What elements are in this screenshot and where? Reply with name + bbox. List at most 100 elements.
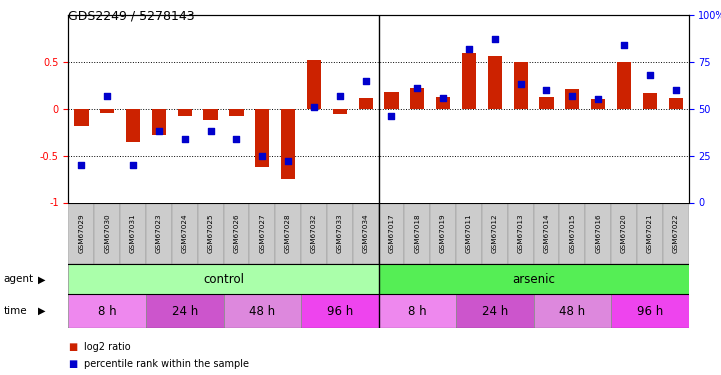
FancyBboxPatch shape: [68, 202, 94, 264]
FancyBboxPatch shape: [68, 294, 146, 328]
FancyBboxPatch shape: [198, 202, 224, 264]
FancyBboxPatch shape: [68, 264, 379, 294]
Point: [593, 96, 604, 102]
Text: agent: agent: [4, 274, 34, 284]
FancyBboxPatch shape: [120, 202, 146, 264]
FancyBboxPatch shape: [456, 202, 482, 264]
FancyBboxPatch shape: [663, 202, 689, 264]
Bar: [668, 98, 683, 109]
Bar: [617, 62, 631, 109]
Point: [231, 136, 242, 142]
FancyBboxPatch shape: [430, 202, 456, 264]
FancyBboxPatch shape: [353, 202, 379, 264]
Point: [412, 85, 423, 91]
Text: 8 h: 8 h: [408, 305, 427, 318]
Text: GSM67017: GSM67017: [389, 214, 394, 253]
Text: GSM67012: GSM67012: [492, 214, 497, 253]
FancyBboxPatch shape: [301, 202, 327, 264]
Bar: [539, 97, 554, 109]
Bar: [332, 109, 347, 114]
Text: 48 h: 48 h: [249, 305, 275, 318]
Text: GSM67011: GSM67011: [466, 214, 472, 253]
Point: [153, 128, 164, 134]
Text: GSM67021: GSM67021: [647, 214, 653, 253]
FancyBboxPatch shape: [224, 294, 301, 328]
FancyBboxPatch shape: [534, 202, 559, 264]
Bar: [642, 93, 657, 109]
Text: GSM67028: GSM67028: [285, 214, 291, 253]
Text: GSM67027: GSM67027: [260, 214, 265, 253]
Text: arsenic: arsenic: [512, 273, 555, 286]
Point: [205, 128, 216, 134]
FancyBboxPatch shape: [327, 202, 353, 264]
Text: 48 h: 48 h: [559, 305, 585, 318]
FancyBboxPatch shape: [379, 294, 456, 328]
Point: [179, 136, 190, 142]
FancyBboxPatch shape: [146, 294, 224, 328]
FancyBboxPatch shape: [534, 294, 611, 328]
Bar: [436, 97, 450, 109]
FancyBboxPatch shape: [404, 202, 430, 264]
Text: GSM67026: GSM67026: [234, 214, 239, 253]
Bar: [229, 109, 244, 116]
Point: [334, 93, 345, 99]
Point: [489, 36, 500, 42]
Text: GSM67014: GSM67014: [544, 214, 549, 253]
Point: [463, 46, 474, 52]
Bar: [281, 109, 295, 179]
Text: GSM67020: GSM67020: [621, 214, 627, 253]
FancyBboxPatch shape: [379, 264, 689, 294]
Text: percentile rank within the sample: percentile rank within the sample: [84, 359, 249, 369]
FancyBboxPatch shape: [559, 202, 585, 264]
Text: 96 h: 96 h: [327, 305, 353, 318]
Point: [515, 81, 526, 87]
Point: [644, 72, 655, 78]
Bar: [487, 56, 502, 109]
Text: GSM67024: GSM67024: [182, 214, 187, 253]
Point: [283, 158, 294, 164]
Text: GSM67033: GSM67033: [337, 214, 342, 253]
Bar: [177, 109, 192, 116]
Bar: [358, 98, 373, 109]
FancyBboxPatch shape: [611, 294, 689, 328]
Text: GSM67025: GSM67025: [208, 214, 213, 253]
Bar: [384, 92, 399, 109]
Point: [102, 93, 113, 99]
FancyBboxPatch shape: [379, 202, 404, 264]
Text: ■: ■: [68, 342, 78, 352]
Text: 24 h: 24 h: [172, 305, 198, 318]
FancyBboxPatch shape: [224, 202, 249, 264]
Text: time: time: [4, 306, 27, 316]
Bar: [307, 60, 321, 109]
Bar: [152, 109, 166, 135]
Point: [76, 162, 87, 168]
Point: [128, 162, 139, 168]
FancyBboxPatch shape: [301, 294, 379, 328]
Bar: [591, 99, 605, 109]
FancyBboxPatch shape: [146, 202, 172, 264]
Text: ▶: ▶: [38, 306, 45, 316]
Bar: [255, 109, 270, 167]
Text: GDS2249 / 5278143: GDS2249 / 5278143: [68, 9, 195, 22]
Bar: [74, 109, 89, 126]
Point: [386, 113, 397, 119]
Point: [541, 87, 552, 93]
Text: log2 ratio: log2 ratio: [84, 342, 131, 352]
Bar: [203, 109, 218, 120]
Text: GSM67030: GSM67030: [105, 214, 110, 253]
Bar: [100, 109, 115, 112]
Text: GSM67023: GSM67023: [156, 214, 162, 253]
Text: 96 h: 96 h: [637, 305, 663, 318]
Text: GSM67019: GSM67019: [440, 214, 446, 253]
FancyBboxPatch shape: [611, 202, 637, 264]
Text: ▶: ▶: [38, 274, 45, 284]
Point: [618, 42, 629, 48]
Point: [567, 93, 578, 99]
FancyBboxPatch shape: [637, 202, 663, 264]
Bar: [513, 62, 528, 109]
Text: GSM67013: GSM67013: [518, 214, 523, 253]
Bar: [126, 109, 140, 142]
Text: GSM67029: GSM67029: [79, 214, 84, 253]
Text: ■: ■: [68, 359, 78, 369]
Text: GSM67015: GSM67015: [570, 214, 575, 253]
